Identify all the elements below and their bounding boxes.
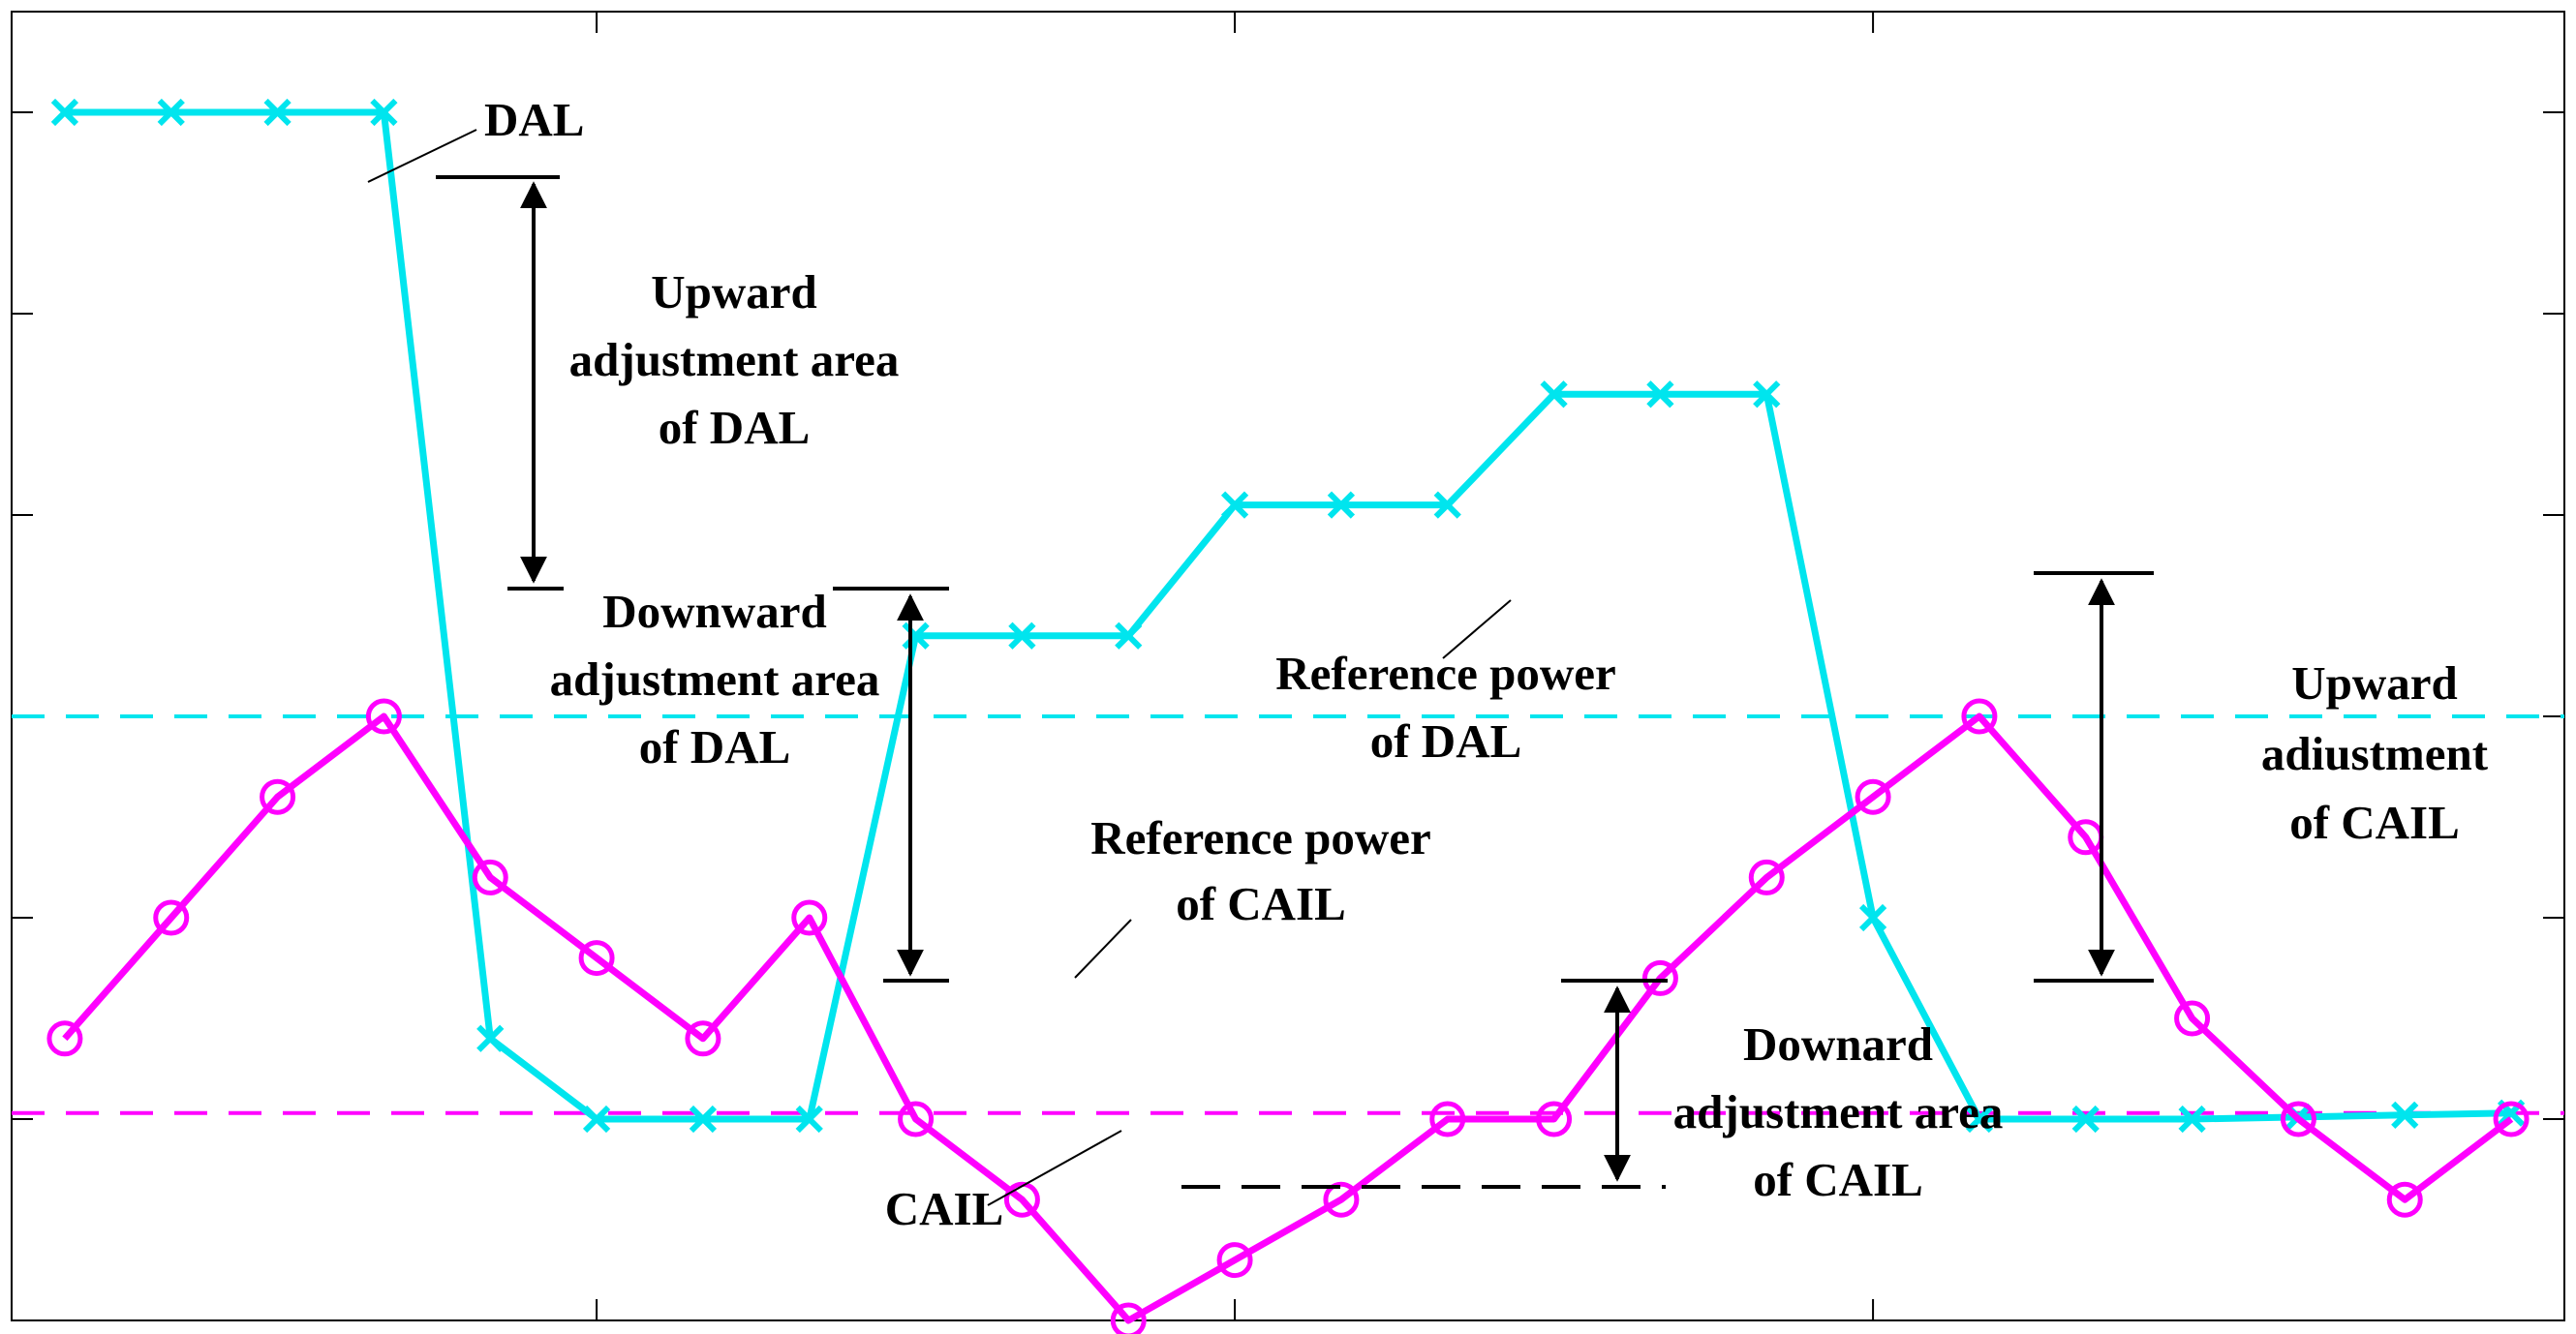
ref-dal-label-line1: Reference power bbox=[1275, 647, 1615, 700]
upward-dal-label-line2: adjustment area bbox=[569, 333, 900, 386]
ref-cail-label-line1: Reference power bbox=[1090, 811, 1430, 864]
annotation-group: DAL CAIL Upward adjustment area of DAL D… bbox=[367, 93, 2489, 1235]
dal-point-stroke bbox=[2391, 1101, 2419, 1129]
cail-point bbox=[1536, 1101, 1573, 1137]
reference-lines bbox=[12, 714, 2564, 1115]
cail-point bbox=[1855, 778, 1891, 815]
upward-cail-label-line3: of CAIL bbox=[2289, 796, 2460, 849]
cail-point bbox=[1641, 959, 1678, 996]
cail-point bbox=[2174, 1000, 2211, 1037]
dal-point-stroke bbox=[1115, 622, 1143, 650]
upward-dal-label-line3: of DAL bbox=[659, 401, 811, 454]
cail-point bbox=[791, 899, 828, 936]
cail-point bbox=[1748, 859, 1785, 895]
ref-dal-leader-line bbox=[1442, 599, 1512, 659]
dal-point-stroke bbox=[157, 98, 185, 127]
dal-point-stroke bbox=[689, 1105, 718, 1134]
dal-point bbox=[50, 98, 79, 127]
dal-point-stroke bbox=[2071, 1105, 2100, 1134]
dal-point-stroke bbox=[1753, 380, 1781, 409]
dal-point bbox=[795, 1105, 823, 1134]
cail-point bbox=[578, 940, 615, 977]
cail-point bbox=[2280, 1101, 2316, 1137]
downward-cail-label-line3: of CAIL bbox=[1753, 1153, 1923, 1206]
dal-series-line bbox=[64, 108, 2512, 1123]
dal-point-stroke bbox=[1433, 491, 1461, 519]
cail-point bbox=[1110, 1302, 1147, 1334]
dal-point bbox=[263, 98, 291, 127]
dal-point-stroke bbox=[1965, 1105, 1994, 1134]
ref-cail-label-line2: of CAIL bbox=[1176, 877, 1346, 930]
dal-point bbox=[582, 1105, 611, 1134]
downward-dal-label-line2: adjustment area bbox=[550, 652, 880, 706]
dal-point bbox=[2391, 1101, 2419, 1129]
dal-point-stroke bbox=[476, 1024, 505, 1052]
dal-point-stroke bbox=[370, 98, 398, 127]
dal-point bbox=[1327, 491, 1356, 519]
dal-point-stroke bbox=[582, 1105, 611, 1134]
dal-point bbox=[476, 1024, 505, 1052]
dal-series-label: DAL bbox=[484, 93, 584, 146]
dal-point-stroke bbox=[50, 98, 79, 127]
dal-point-stroke bbox=[263, 98, 291, 127]
dal-leader-line bbox=[367, 129, 477, 183]
dal-point bbox=[1540, 380, 1568, 409]
dal-point bbox=[2178, 1105, 2206, 1134]
cail-point bbox=[1216, 1242, 1253, 1279]
dal-point bbox=[1858, 903, 1887, 932]
upward-cail-label-line1: Upward bbox=[2291, 656, 2458, 710]
ref-dal-label-line2: of DAL bbox=[1370, 714, 1522, 768]
ref-cail-leader-line bbox=[1074, 919, 1132, 979]
cail-leader-line bbox=[987, 1130, 1122, 1206]
dal-point bbox=[2071, 1105, 2100, 1134]
cail-point bbox=[2386, 1181, 2423, 1218]
dal-point bbox=[1433, 491, 1461, 519]
dal-point-stroke bbox=[1540, 380, 1568, 409]
dal-point-stroke bbox=[1327, 491, 1356, 519]
dal-point bbox=[370, 98, 398, 127]
dal-point bbox=[1646, 380, 1674, 409]
cail-point bbox=[1429, 1101, 1466, 1137]
cail-point bbox=[1323, 1181, 1360, 1218]
cail-point bbox=[685, 1020, 721, 1057]
downward-dal-label-line3: of DAL bbox=[639, 720, 791, 773]
dal-point-stroke bbox=[1008, 622, 1036, 650]
cail-point bbox=[153, 899, 190, 936]
cail-point bbox=[365, 698, 402, 735]
cail-point bbox=[1003, 1181, 1040, 1218]
downward-cail-label-line2: adjustment area bbox=[1673, 1085, 2004, 1138]
downward-cail-label-line1: Downard bbox=[1743, 1017, 1933, 1071]
dal-point bbox=[1115, 622, 1143, 650]
dal-point-stroke bbox=[1220, 491, 1249, 519]
cail-series-line bbox=[62, 712, 2514, 1324]
dal-point bbox=[1008, 622, 1036, 650]
dal-point-stroke bbox=[1646, 380, 1674, 409]
axis-ticks bbox=[12, 12, 2564, 1320]
cail-point bbox=[1961, 698, 1998, 735]
upward-dal-label-line1: Upward bbox=[651, 265, 817, 318]
dal-point-stroke bbox=[1858, 903, 1887, 932]
cail-point bbox=[46, 1020, 83, 1057]
dal-point-stroke bbox=[795, 1105, 823, 1134]
cail-series-label: CAIL bbox=[885, 1182, 1004, 1235]
dal-point bbox=[1220, 491, 1249, 519]
dal-point bbox=[1753, 380, 1781, 409]
plot-frame bbox=[11, 11, 2565, 1321]
cail-point bbox=[260, 778, 296, 815]
upward-cail-label-line2: adiustment bbox=[2261, 727, 2489, 780]
dal-point bbox=[157, 98, 185, 127]
downward-dal-label-line1: Downward bbox=[602, 585, 826, 638]
dal-point-stroke bbox=[2178, 1105, 2206, 1134]
dal-point bbox=[689, 1105, 718, 1134]
cail-point bbox=[2493, 1101, 2530, 1137]
cail-point bbox=[898, 1101, 935, 1137]
dal-point bbox=[1965, 1105, 1994, 1134]
cail-point bbox=[472, 859, 508, 895]
